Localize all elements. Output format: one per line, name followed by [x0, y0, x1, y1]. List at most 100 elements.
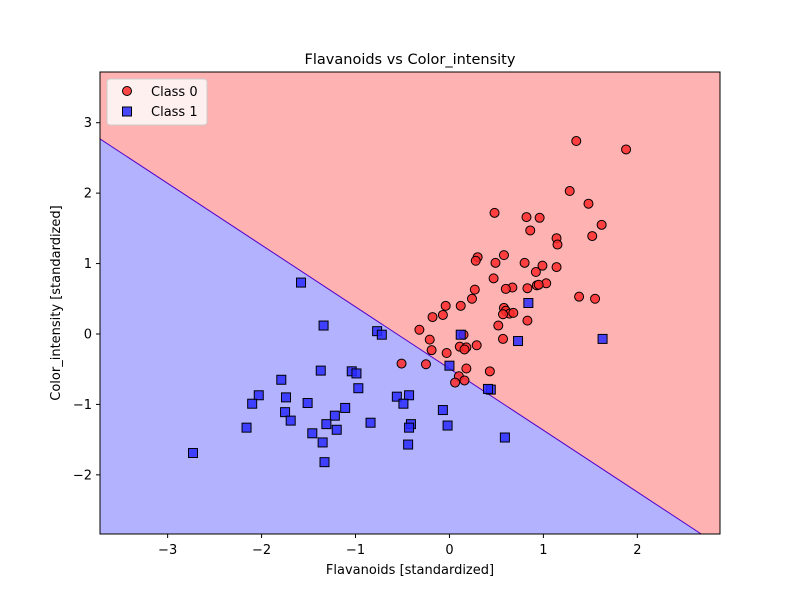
class-0-point [571, 136, 582, 147]
class-1-point [319, 457, 330, 468]
class-0-point [574, 291, 585, 302]
class-0-point [590, 293, 601, 304]
class-0-point [552, 239, 563, 250]
decision-boundary-line [100, 138, 702, 534]
class-1-point [241, 422, 252, 433]
class-0-point [533, 279, 544, 290]
class-0-point [508, 307, 519, 318]
class-1-point [351, 368, 362, 379]
class-0-point [489, 207, 500, 218]
class-1-point [188, 448, 198, 459]
class-1-point [281, 392, 291, 403]
class-1-point [403, 439, 414, 450]
class-0-region [100, 72, 720, 534]
class-0-point [537, 260, 548, 271]
class-0-point [471, 340, 482, 351]
class-0-point [530, 267, 541, 278]
y-tick-label: 2 [84, 187, 92, 202]
class-0-point [437, 309, 448, 320]
class-1-point [482, 383, 493, 394]
class-0-point [490, 257, 501, 268]
class-1-point [331, 424, 342, 435]
class-1-point [321, 419, 332, 430]
class-0-point [441, 348, 452, 359]
class-1-point [317, 437, 328, 448]
class-1-point [513, 336, 524, 347]
x-tick-label: 1 [539, 543, 547, 558]
class-0-point [459, 375, 470, 386]
legend-label-class-0: Class 0 [151, 85, 198, 100]
class-0-point [488, 273, 499, 284]
class-1-point [353, 383, 364, 394]
class-0-point [414, 324, 425, 335]
class-1-point [247, 398, 258, 409]
class-0-point [525, 225, 536, 236]
class-0-point [587, 231, 598, 242]
class-1-point [376, 329, 387, 340]
class-1-point [597, 333, 608, 344]
class-0-point [455, 300, 466, 311]
y-tick-label: 3 [84, 116, 92, 131]
class-1-point [285, 415, 296, 426]
class-0-point [621, 144, 632, 155]
class-1-point [253, 390, 264, 401]
y-axis-label: Color_intensity [standardized] [49, 205, 64, 400]
class-1-point [365, 417, 376, 428]
class-0-point [498, 250, 509, 261]
class-1-point [398, 398, 409, 409]
x-axis-label: Flavanoids [standardized] [326, 563, 494, 578]
class-0-point [522, 315, 533, 326]
class-0-point [440, 300, 451, 311]
class-1-point [404, 390, 415, 401]
class-0-point [484, 366, 495, 377]
legend-marker-class-1 [122, 106, 132, 117]
class-1-point [296, 277, 307, 288]
class-1-point [523, 298, 534, 308]
class-1-point [455, 329, 466, 340]
class-1-point [318, 320, 329, 331]
x-tick-label: 0 [445, 543, 453, 558]
class-1-point [315, 365, 326, 376]
class-0-point [498, 309, 508, 320]
x-tick-label: −1 [346, 543, 365, 558]
class-1-point [280, 407, 291, 418]
class-1-point [444, 360, 455, 371]
legend: Class 0 Class 1 [106, 78, 208, 126]
class-0-point [551, 262, 562, 273]
class-0-point [467, 293, 477, 304]
class-0-point [396, 358, 407, 369]
class-0-point [519, 257, 530, 268]
class-0-point [564, 186, 575, 197]
class-0-point [583, 198, 594, 209]
x-tick-label: 2 [633, 543, 641, 558]
class-0-point [469, 284, 480, 295]
x-tick-label: −3 [158, 543, 177, 558]
class-0-point [426, 345, 437, 356]
class-1-point [340, 402, 351, 413]
class-0-point [470, 255, 481, 266]
class-1-point [307, 428, 318, 439]
class-0-point [459, 344, 470, 355]
class-0-point [493, 320, 504, 331]
class-1-point [391, 391, 402, 402]
y-tick-label: −1 [73, 398, 92, 413]
class-0-point [461, 363, 472, 374]
legend-marker-class-0 [122, 86, 132, 96]
class-0-point [498, 333, 508, 344]
class-1-point [302, 398, 313, 409]
class-0-point [596, 219, 607, 230]
class-0-point [427, 312, 438, 323]
class-1-point [404, 422, 415, 433]
class-1-point [276, 374, 287, 385]
class-0-point [522, 283, 533, 294]
y-tick-label: 1 [84, 257, 92, 272]
y-tick-label: 0 [84, 327, 92, 342]
class-1-point [329, 410, 340, 421]
class-0-point [534, 212, 545, 223]
class-1-point [499, 432, 510, 443]
legend-label-class-1: Class 1 [151, 105, 198, 120]
chart-title: Flavanoids vs Color_intensity [305, 52, 516, 68]
class-0-point [450, 377, 461, 388]
class-0-point [521, 212, 532, 223]
